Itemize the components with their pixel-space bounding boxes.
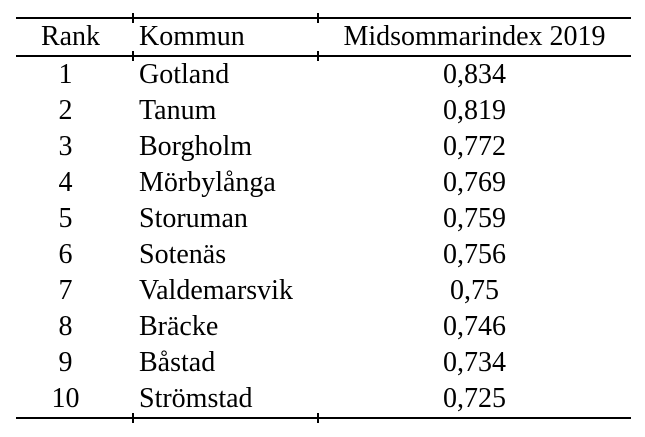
index-cell: 0,756 (443, 239, 506, 270)
index-cell: 0,834 (443, 59, 506, 90)
column-boundary-tick (132, 51, 134, 61)
kommun-cell: Tanum (139, 95, 217, 126)
index-cell: 0,769 (443, 167, 506, 198)
ranking-table: Rank Kommun Midsommarindex 2019 1 Gotlan… (16, 13, 631, 423)
header-index: Midsommarindex 2019 (318, 18, 631, 57)
table-row: 5 Storuman 0,759 (16, 201, 631, 237)
kommun-cell: Strömstad (139, 383, 253, 414)
rank-cell: 6 (58, 239, 73, 270)
kommun-cell: Sotenäs (139, 239, 227, 270)
rank-cell: 1 (58, 59, 73, 90)
rank-cell: 9 (58, 347, 73, 378)
index-cell: 0,725 (443, 383, 506, 414)
table-row: 4 Mörbylånga 0,769 (16, 165, 631, 201)
table-row: 10 Strömstad 0,725 (16, 381, 631, 418)
index-cell: 0,746 (443, 311, 506, 342)
kommun-cell: Mörbylånga (139, 167, 276, 198)
kommun-cell: Bräcke (139, 311, 219, 342)
kommun-cell: Gotland (139, 59, 230, 90)
index-cell: 0,734 (443, 347, 506, 378)
column-boundary-tick (317, 51, 319, 61)
header-rank: Rank (16, 18, 133, 57)
header-kommun: Kommun (133, 18, 318, 57)
table-row: 6 Sotenäs 0,756 (16, 237, 631, 273)
index-cell: 0,819 (443, 95, 506, 126)
kommun-cell: Valdemarsvik (139, 275, 293, 306)
column-boundary-tick (132, 413, 134, 423)
kommun-cell: Båstad (139, 347, 216, 378)
table-row: 8 Bräcke 0,746 (16, 309, 631, 345)
table-row: 1 Gotland 0,834 (16, 56, 631, 93)
column-boundary-tick (132, 13, 134, 23)
midsommarindex-table: Rank Kommun Midsommarindex 2019 1 Gotlan… (16, 17, 631, 419)
index-cell: 0,75 (450, 275, 499, 306)
rank-cell: 5 (58, 203, 73, 234)
table-row: 2 Tanum 0,819 (16, 93, 631, 129)
rank-cell: 2 (58, 95, 73, 126)
kommun-cell: Storuman (139, 203, 248, 234)
table-row: 3 Borgholm 0,772 (16, 129, 631, 165)
table-row: 9 Båstad 0,734 (16, 345, 631, 381)
kommun-cell: Borgholm (139, 131, 253, 162)
table-row: 7 Valdemarsvik 0,75 (16, 273, 631, 309)
index-cell: 0,772 (443, 131, 506, 162)
rank-cell: 7 (58, 275, 73, 306)
rank-cell: 10 (51, 383, 80, 414)
rank-cell: 4 (58, 167, 73, 198)
table-header-row: Rank Kommun Midsommarindex 2019 (16, 18, 631, 57)
index-cell: 0,759 (443, 203, 506, 234)
rank-cell: 8 (58, 311, 73, 342)
column-boundary-tick (317, 13, 319, 23)
column-boundary-tick (317, 413, 319, 423)
rank-cell: 3 (58, 131, 73, 162)
